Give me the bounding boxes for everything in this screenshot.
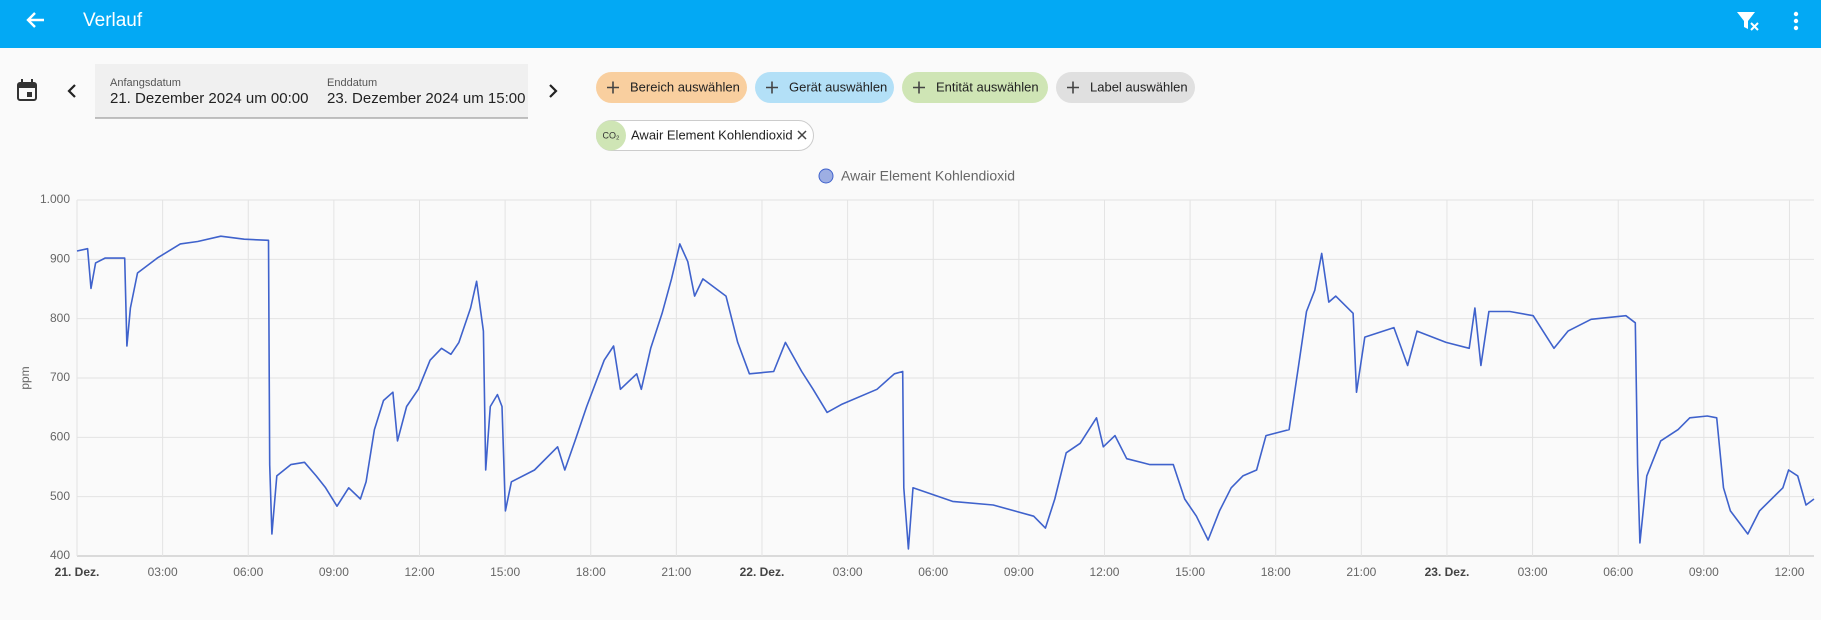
x-tick-label: 03:00	[833, 565, 863, 579]
x-tick-label: 12:00	[1774, 565, 1804, 579]
x-tick-label: 12:00	[1089, 565, 1119, 579]
data-line	[76, 235, 1815, 550]
start-value: 21. Dezember 2024 um 00:00	[110, 90, 308, 107]
x-tick-label: 15:00	[1175, 565, 1205, 579]
end-label: Enddatum	[327, 77, 377, 89]
chip-bg	[902, 72, 1048, 103]
chip-label: Entität auswählen	[936, 79, 1039, 94]
x-tick-label: 18:00	[576, 565, 606, 579]
x-tick-label: 15:00	[490, 565, 520, 579]
x-tick-label: 23. Dez.	[1425, 565, 1470, 579]
y-tick-label: 400	[50, 548, 70, 562]
y-tick-label: 1.000	[40, 192, 70, 206]
x-tick-label: 09:00	[1004, 565, 1034, 579]
page-title: Verlauf	[83, 10, 143, 31]
end-value: 23. Dezember 2024 um 15:00	[327, 90, 525, 107]
remove-entity[interactable]	[797, 130, 807, 140]
chip-plus	[913, 81, 925, 94]
y-tick-label: 600	[50, 430, 70, 444]
x-tick-label: 12:00	[404, 565, 434, 579]
x-tick-label: 06:00	[1603, 565, 1633, 579]
entity-name: Awair Element Kohlendioxid	[631, 127, 793, 142]
chart: 400 500 600 700 800 900 1.000 21. Dez. 03:00 06:0…	[18, 168, 1815, 579]
back-button[interactable]	[26, 12, 44, 28]
y-tick-label: 500	[50, 489, 70, 503]
chip-label: Gerät auswählen	[789, 79, 887, 94]
chip[interactable]: Entität auswählen	[902, 72, 1048, 103]
x-tick-label: 06:00	[918, 565, 948, 579]
date-picker[interactable]	[95, 64, 528, 118]
chip-label: Bereich auswählen	[630, 79, 740, 94]
chip-label: Label auswählen	[1090, 79, 1188, 94]
chip-plus	[607, 81, 619, 94]
filter-remove-button[interactable]	[1737, 12, 1759, 31]
next-button[interactable]	[549, 84, 558, 98]
top-bar	[0, 0, 1821, 48]
chip[interactable]: Bereich auswählen	[596, 72, 747, 103]
x-tick-label: 21:00	[1346, 565, 1376, 579]
chip-plus	[1067, 81, 1079, 94]
prev-button[interactable]	[67, 84, 76, 98]
x-tick-label: 06:00	[233, 565, 263, 579]
entity-icon	[596, 120, 626, 151]
y-axis-label: ppm	[18, 366, 32, 389]
x-tick-label: 03:00	[1518, 565, 1548, 579]
y-tick-label: 900	[50, 252, 70, 266]
menu-button[interactable]	[1793, 11, 1799, 31]
x-tick-label: 18:00	[1261, 565, 1291, 579]
calendar-button[interactable]	[17, 79, 37, 101]
entity-chip[interactable]: CO₂ Awair Element Kohlendioxid	[596, 120, 814, 151]
chip-plus	[766, 81, 778, 94]
chip[interactable]: Label auswählen	[1056, 72, 1195, 103]
x-tick-label: 21:00	[661, 565, 691, 579]
start-label: Anfangsdatum	[110, 77, 181, 89]
chip-bg	[755, 72, 894, 103]
chip[interactable]: Gerät auswählen	[755, 72, 894, 103]
x-tick-label: 09:00	[319, 565, 349, 579]
legend-item[interactable]: Awair Element Kohlendioxid	[818, 168, 1015, 184]
chip-bg	[1056, 72, 1195, 103]
y-tick-label: 800	[50, 311, 70, 325]
x-tick-label: 21. Dez.	[55, 565, 100, 579]
x-tick-label: 22. Dez.	[740, 565, 785, 579]
chip-bg	[596, 72, 747, 103]
legend-swatch	[818, 168, 834, 184]
y-tick-label: 700	[50, 370, 70, 384]
x-tick-label: 09:00	[1689, 565, 1719, 579]
entity-icon-label: CO₂	[603, 130, 621, 140]
x-tick-label: 03:00	[148, 565, 178, 579]
legend-label: Awair Element Kohlendioxid	[841, 168, 1015, 184]
chip-row: Bereich auswählen Gerät auswählen Entität …	[596, 72, 1195, 103]
